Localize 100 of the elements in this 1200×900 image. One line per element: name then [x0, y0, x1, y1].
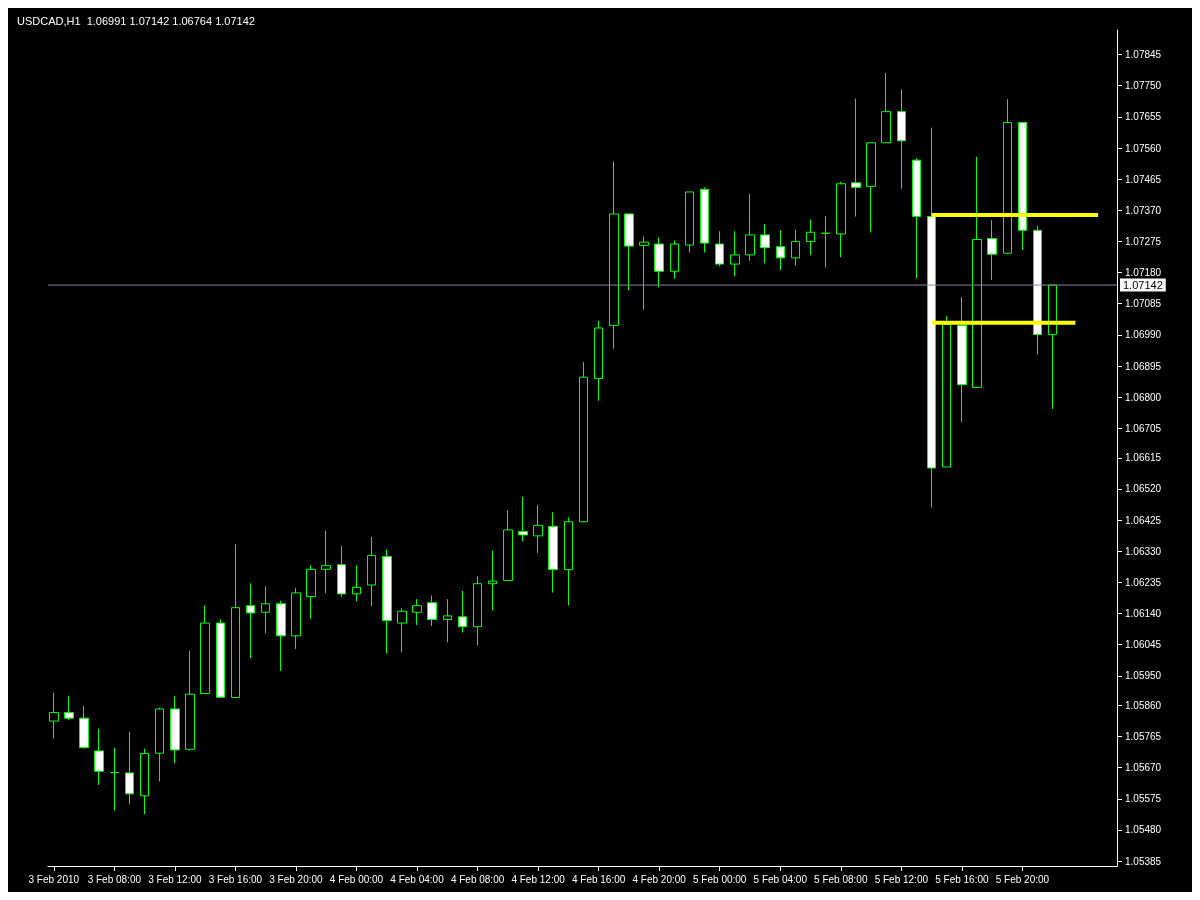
- candlestick: [291, 587, 301, 650]
- candlestick: [836, 181, 846, 258]
- x-tick-label: 4 Feb 00:00: [329, 873, 384, 885]
- candlestick: [473, 575, 482, 646]
- candlestick: [246, 582, 255, 659]
- candlestick: [488, 550, 497, 612]
- y-tick-label: 1.07560: [1125, 142, 1162, 154]
- y-tick-label: 1.06140: [1125, 608, 1162, 620]
- ref-line-label: 1.07142: [1123, 279, 1163, 292]
- candlestick: [367, 536, 376, 607]
- candlestick: [261, 585, 270, 634]
- candlestick: [548, 511, 558, 594]
- candlestick: [200, 604, 210, 695]
- candlestick: [760, 223, 770, 264]
- candlestick: [231, 543, 240, 698]
- candlestick: [609, 160, 619, 350]
- candlestick: [881, 72, 891, 144]
- y-tick-label: 1.07180: [1125, 267, 1162, 279]
- candlestick: [1033, 225, 1042, 356]
- candlestick: [564, 516, 573, 606]
- candlestick: [791, 228, 800, 266]
- y-tick-label: 1.06045: [1125, 639, 1162, 651]
- y-tick-label: 1.05950: [1125, 670, 1162, 682]
- y-tick-label: 1.05385: [1125, 855, 1162, 867]
- candlestick: [64, 695, 74, 721]
- candlestick: [382, 549, 392, 655]
- y-tick-label: 1.07465: [1125, 173, 1162, 185]
- y-tick-label: 1.07085: [1125, 298, 1162, 310]
- y-tick-label: 1.06520: [1125, 483, 1162, 495]
- candlestick: [1003, 98, 1012, 255]
- candlestick: [685, 191, 694, 254]
- y-tick-label: 1.06425: [1125, 514, 1162, 526]
- x-tick-label: 3 Feb 20:00: [269, 873, 324, 885]
- candlestick: [397, 607, 407, 654]
- x-tick-label: 5 Feb 04:00: [753, 873, 808, 885]
- candlestick: [352, 564, 361, 602]
- y-tick-label: 1.07370: [1125, 204, 1162, 216]
- candlestick: [821, 215, 830, 268]
- y-tick-label: 1.06330: [1125, 545, 1162, 557]
- candlestick: [503, 509, 513, 581]
- y-tick-label: 1.05765: [1125, 731, 1162, 742]
- y-tick-label: 1.06235: [1125, 576, 1162, 588]
- candlestick: [670, 239, 679, 280]
- candlestick: [216, 618, 225, 699]
- candlestick: [443, 598, 452, 643]
- chart-title: USDCAD,H1 1.06991 1.07142 1.06764 1.07142: [17, 14, 255, 27]
- x-tick-label: 4 Feb 08:00: [450, 873, 505, 885]
- candlestick: [518, 496, 528, 542]
- candlestick: [776, 229, 785, 271]
- candlestick: [639, 236, 649, 311]
- candlestick: [337, 545, 346, 598]
- candlestick: [912, 157, 921, 280]
- candlestick: [866, 142, 876, 234]
- candlestick: [579, 361, 588, 523]
- x-tick-label: 5 Feb 20:00: [995, 873, 1050, 885]
- candlestick: [972, 156, 982, 388]
- candlestick: [987, 219, 997, 281]
- y-tick-label: 1.06615: [1125, 452, 1162, 464]
- candlestick: [715, 230, 724, 267]
- candlestick: [957, 296, 967, 423]
- x-tick-label: 3 Feb 08:00: [87, 873, 142, 885]
- candlestick: [140, 748, 149, 815]
- x-tick-label: 4 Feb 20:00: [632, 873, 687, 885]
- candlestick: [110, 747, 119, 812]
- x-tick-label: 5 Feb 12:00: [874, 873, 929, 885]
- candlestick: [458, 590, 467, 634]
- y-tick-label: 1.07845: [1125, 49, 1162, 61]
- y-tick-label: 1.05480: [1125, 824, 1162, 836]
- x-tick-label: 5 Feb 16:00: [935, 873, 989, 885]
- candlestick: [49, 692, 59, 739]
- candlestick: [942, 315, 951, 468]
- candlestick: [321, 530, 331, 594]
- x-tick-label: 4 Feb 04:00: [390, 873, 445, 885]
- candlestick: [170, 695, 180, 764]
- candlestick: [306, 564, 316, 620]
- y-tick-label: 1.07655: [1125, 111, 1162, 123]
- x-tick-label: 4 Feb 16:00: [571, 873, 626, 885]
- candlestick: [1018, 121, 1027, 251]
- x-tick-label: 5 Feb 00:00: [693, 873, 747, 885]
- y-tick-label: 1.05860: [1125, 699, 1162, 711]
- y-tick-label: 1.06990: [1125, 329, 1162, 341]
- x-tick-label: 3 Feb 12:00: [148, 873, 202, 885]
- candlestick: [94, 728, 104, 786]
- candlestick: [155, 707, 164, 782]
- x-tick-label: 3 Feb 2010: [28, 873, 80, 885]
- y-tick-label: 1.06800: [1125, 391, 1162, 403]
- candlestick: [276, 600, 286, 672]
- candlestick: [927, 127, 936, 508]
- candlestick: [851, 98, 861, 218]
- candlestick: [730, 230, 740, 277]
- candlestick: [806, 218, 815, 256]
- candlestick: [79, 705, 89, 750]
- candlestick: [654, 237, 664, 288]
- y-tick-label: 1.07275: [1125, 235, 1162, 247]
- y-tick-label: 1.06895: [1125, 360, 1162, 372]
- y-tick-label: 1.05670: [1125, 762, 1162, 774]
- candlestick: [700, 186, 709, 254]
- candlestick: [412, 598, 422, 626]
- y-tick-label: 1.07750: [1125, 80, 1162, 92]
- candlestick: [533, 504, 543, 554]
